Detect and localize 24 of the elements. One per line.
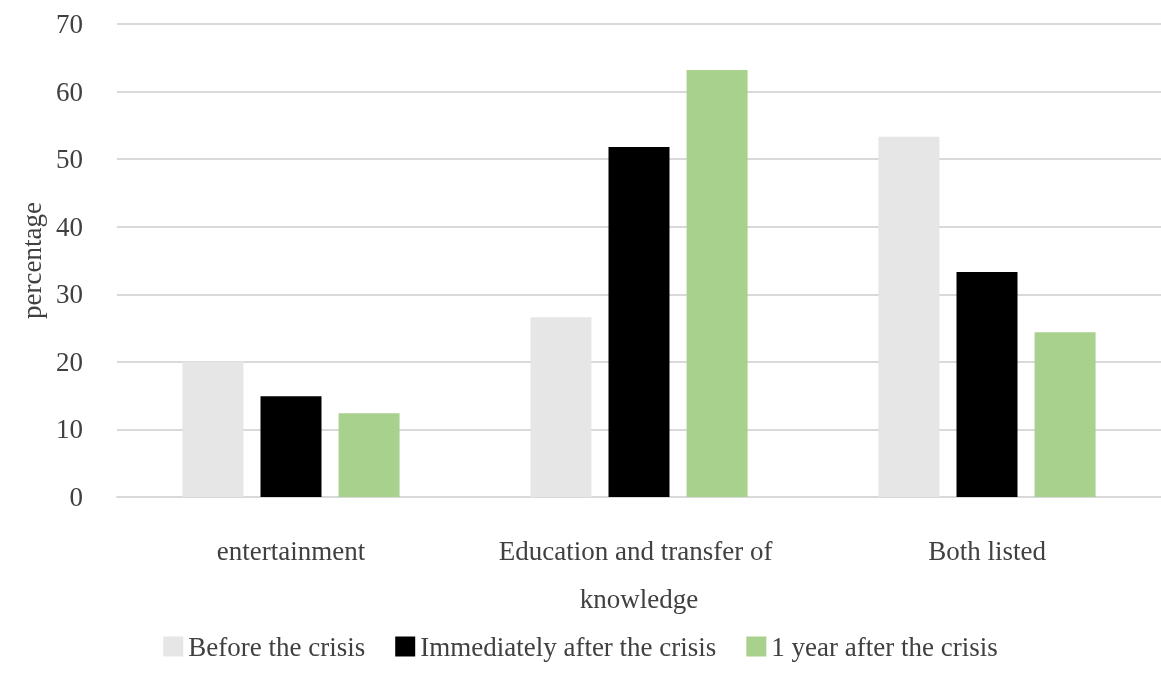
y-tick-label: 30 xyxy=(56,279,83,310)
y-axis-title: percentage xyxy=(16,202,47,319)
y-tick-label: 20 xyxy=(56,346,83,377)
x-tick-label: entertainment xyxy=(216,536,366,566)
bar xyxy=(1034,332,1096,497)
x-tick-label: Education and transfer of knowledge xyxy=(498,536,780,614)
bar xyxy=(338,413,400,497)
bar xyxy=(530,317,592,497)
bar xyxy=(956,271,1018,497)
y-tick-label: 70 xyxy=(56,9,83,39)
legend-label: 1 year after the crisis xyxy=(771,631,998,662)
y-tick-label: 10 xyxy=(56,414,83,445)
y-tick-label: 50 xyxy=(56,144,83,175)
bar xyxy=(260,396,322,497)
bar xyxy=(182,361,244,497)
y-tick-label: 0 xyxy=(69,482,83,512)
y-tick-label: 40 xyxy=(56,211,83,242)
bar xyxy=(878,136,940,497)
y-tick-label: 60 xyxy=(56,76,83,107)
bar xyxy=(608,146,670,497)
legend-label: Immediately after the crisis xyxy=(420,631,717,662)
x-tick-label: Both listed xyxy=(928,536,1047,566)
legend-label: Before the crisis xyxy=(188,631,366,662)
bar xyxy=(686,69,748,497)
